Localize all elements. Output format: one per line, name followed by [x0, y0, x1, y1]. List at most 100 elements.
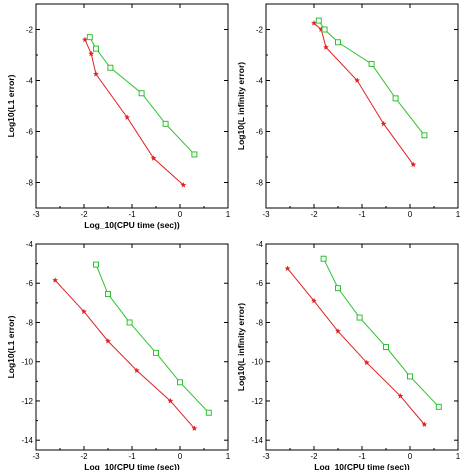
data-point-star	[52, 277, 59, 283]
data-point-star	[322, 44, 330, 50]
x-axis-label: Log_10(CPU time (sec))	[84, 462, 180, 470]
data-point-star	[104, 337, 112, 344]
data-point-star	[133, 367, 140, 374]
data-point-star	[380, 120, 387, 127]
y-tick-label: -6	[256, 279, 264, 288]
y-tick-label: -14	[251, 436, 263, 445]
y-tick-label: -6	[256, 128, 264, 137]
data-point-square	[93, 45, 99, 52]
data-point-star	[334, 328, 342, 334]
plot-frame	[265, 243, 459, 451]
y-tick-label: -10	[21, 358, 33, 367]
data-point-square	[368, 60, 375, 67]
data-point-square	[320, 255, 327, 262]
x-tick-label: 0	[408, 210, 413, 219]
x-tick-label: -1	[128, 210, 136, 219]
data-point-square	[126, 319, 133, 326]
x-tick-label: 1	[456, 210, 461, 219]
data-point-star	[180, 181, 187, 188]
series-line-1	[84, 39, 184, 186]
data-point-star	[191, 425, 198, 431]
data-point-star	[310, 297, 318, 304]
data-point-square	[421, 132, 428, 139]
data-point-star	[81, 36, 88, 43]
data-point-square	[191, 151, 198, 158]
x-tick-label: -3	[32, 210, 40, 219]
data-point-star	[92, 70, 100, 77]
y-tick-label: -12	[21, 397, 33, 406]
plot-frame	[35, 243, 229, 451]
data-point-square	[177, 379, 183, 386]
x-axis-label: Log_10(CPU time (sec))	[84, 220, 180, 230]
data-point-star	[363, 359, 370, 366]
x-tick-label: 1	[456, 452, 461, 461]
series-line-2	[323, 258, 440, 408]
x-tick-label: 0	[408, 452, 413, 461]
y-tick-label: -8	[26, 179, 34, 188]
y-tick-label: -8	[26, 318, 34, 327]
y-tick-label: -4	[256, 77, 264, 86]
data-point-square	[138, 90, 145, 97]
y-axis-label: Log10(L infinity error)	[236, 303, 246, 391]
y-tick-label: -8	[256, 318, 264, 327]
x-tick-label: 0	[178, 210, 183, 219]
y-tick-label: -6	[26, 128, 34, 137]
y-axis-label: Log10(L infinity error)	[236, 62, 246, 150]
data-point-star	[284, 265, 291, 272]
plot-frame	[35, 3, 229, 209]
data-point-star	[397, 392, 404, 399]
x-tick-label: -1	[358, 452, 366, 461]
series-line-2	[318, 20, 425, 136]
data-point-square	[153, 349, 159, 356]
y-tick-label: -8	[256, 179, 264, 188]
data-point-square	[356, 314, 363, 321]
x-tick-label: -1	[128, 452, 136, 461]
data-point-star	[410, 161, 417, 168]
y-tick-label: -14	[21, 436, 33, 445]
x-tick-label: -2	[80, 210, 88, 219]
y-tick-label: -4	[26, 240, 34, 249]
data-point-square	[383, 344, 389, 350]
data-point-star	[80, 308, 88, 315]
x-tick-label: 1	[226, 452, 231, 461]
data-point-star	[150, 155, 157, 161]
data-point-star	[124, 114, 131, 121]
y-tick-label: -2	[256, 26, 264, 35]
x-tick-label: -3	[262, 452, 270, 461]
data-point-star	[354, 77, 361, 84]
x-tick-label: 0	[178, 452, 183, 461]
series-line-1	[313, 22, 414, 165]
data-point-square	[335, 285, 341, 292]
y-tick-label: -12	[251, 397, 263, 406]
x-tick-label: -2	[310, 452, 318, 461]
data-point-square	[335, 39, 341, 46]
y-tick-label: -10	[251, 358, 263, 367]
x-tick-label: -2	[310, 210, 318, 219]
data-point-square	[93, 261, 99, 268]
data-point-square	[392, 95, 399, 102]
data-point-square	[435, 403, 442, 410]
data-point-square	[315, 17, 322, 24]
x-tick-label: -1	[358, 210, 366, 219]
data-point-square	[321, 26, 328, 33]
series-line-1	[54, 279, 195, 429]
plot-frame	[265, 3, 459, 209]
x-tick-label: 1	[226, 210, 231, 219]
data-point-square	[105, 291, 111, 298]
chart-panel-2: -3 -2 -1 0 1 -2 -4 -6 -8 Log10(L infinity error)	[236, 3, 461, 219]
data-point-star	[421, 421, 428, 428]
chart-panel-1: -3 -2 -1 0 1 -2 -4 -6 -8 Log_10(CPU time (sec)) Lo…	[6, 3, 231, 230]
data-point-square	[86, 34, 93, 41]
data-point-square	[205, 409, 212, 416]
data-point-star	[167, 397, 174, 404]
series-line-1	[287, 268, 425, 425]
y-axis-label: Log10(L1 error)	[6, 315, 16, 378]
x-tick-label: -3	[32, 452, 40, 461]
y-tick-label: -6	[26, 279, 34, 288]
y-tick-label: -4	[26, 77, 34, 86]
x-axis-label: Log_10(CPU time (sec))	[314, 462, 410, 470]
y-axis-label: Log10(L1 error)	[6, 74, 16, 137]
